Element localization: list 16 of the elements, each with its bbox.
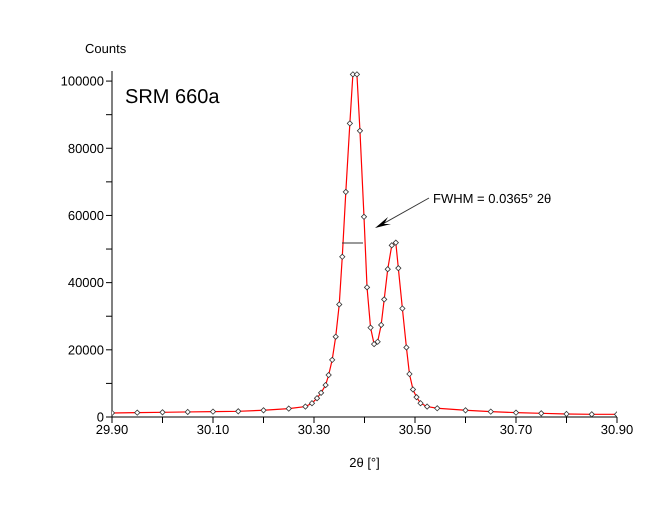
- y-axis-title: Counts: [85, 41, 127, 56]
- x-tick-label: 30.50: [398, 422, 432, 438]
- x-tick-label: 29.90: [96, 422, 128, 438]
- annotation: SRM 660a: [125, 86, 220, 108]
- y-tick-label: 40000: [68, 275, 104, 290]
- y-tick-label: 80000: [68, 140, 104, 156]
- annotation: FWHM = 0.0365° 2θ: [433, 191, 552, 206]
- x-tick-label: 30.70: [500, 422, 532, 438]
- x-axis-title: 2θ [°]: [349, 455, 380, 470]
- y-tick-label: 20000: [68, 342, 104, 358]
- y-tick-label: 0: [96, 410, 104, 425]
- y-tick-label: 60000: [68, 208, 104, 224]
- x-tick-label: 30.90: [600, 422, 634, 438]
- y-tick-label: 100000: [60, 74, 104, 89]
- x-tick-label: 30.30: [298, 422, 330, 438]
- x-tick-label: 30.10: [196, 422, 230, 438]
